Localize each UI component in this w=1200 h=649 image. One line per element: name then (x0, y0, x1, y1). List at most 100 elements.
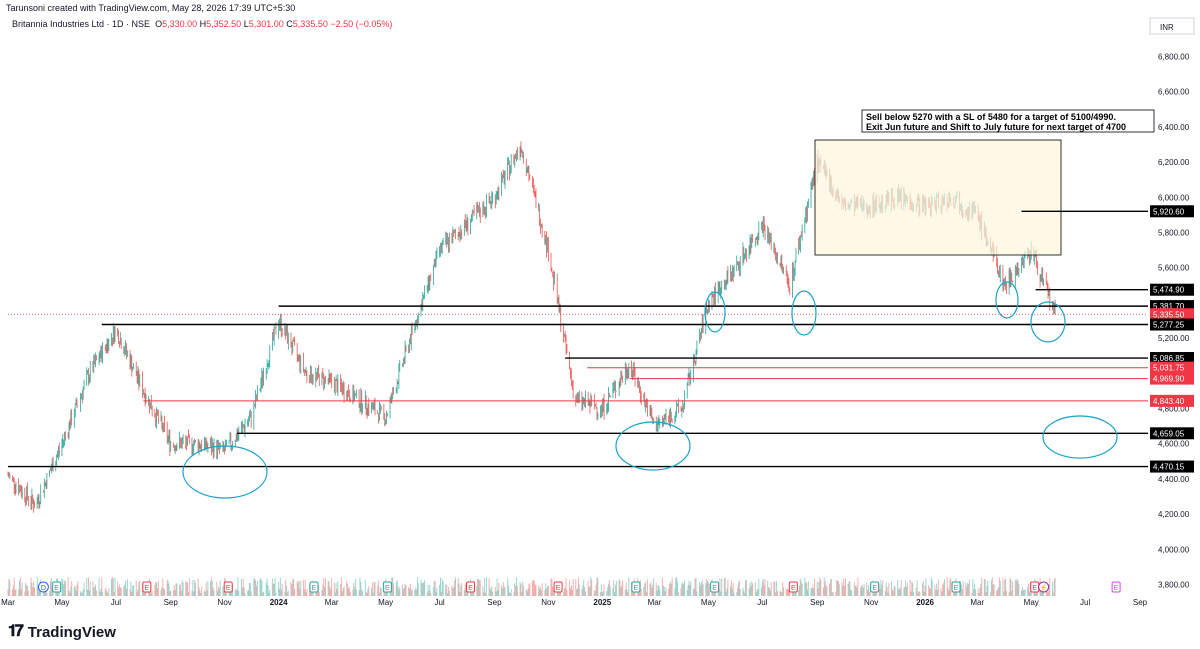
level-price-label: 5,474.90 (1153, 286, 1185, 295)
currency-box[interactable] (1149, 17, 1195, 35)
level-price-label: 5,031.75 (1153, 364, 1185, 373)
level-price-label: 5,335.50 (1153, 310, 1185, 319)
earnings-marker[interactable] (1111, 581, 1121, 593)
earnings-marker[interactable] (52, 581, 62, 593)
circle-annotation (704, 291, 726, 333)
circle-annotation (791, 290, 817, 336)
x-tick-label: Mar (970, 598, 984, 607)
earnings-marker[interactable] (631, 581, 641, 593)
level-price-tag (1150, 460, 1194, 473)
x-tick-label: May (701, 598, 716, 607)
open-label: O (155, 19, 163, 29)
event-marker-letter: E (872, 585, 877, 592)
x-tick-label: Nov (218, 598, 232, 607)
change-value: −2.50 (−0.05%) (330, 19, 393, 29)
level-price-tag (1150, 394, 1194, 407)
trade-note-line2: Exit Jun future and Shift to July future… (866, 122, 1126, 132)
low-value: 5,301.00 (248, 19, 284, 29)
x-tick-label: May (1024, 598, 1039, 607)
earnings-marker[interactable] (870, 581, 880, 593)
level-price-tag (1150, 372, 1194, 385)
circle-annotations (182, 281, 1118, 499)
event-marker-letter: E (468, 585, 473, 592)
tradingview-logo-text: TradingView (27, 623, 116, 641)
x-tick-label: Nov (864, 598, 878, 607)
earnings-marker[interactable] (553, 581, 563, 593)
y-tick-label: 4,800.00 (1158, 405, 1190, 414)
level-price-label: 4,843.40 (1153, 397, 1185, 406)
level-price-label: 5,086.85 (1153, 354, 1185, 363)
split-marker[interactable] (1038, 581, 1050, 593)
x-tick-label: Sep (164, 598, 179, 607)
time-axis[interactable]: Mar May Jul Sep Nov 2024 Mar May Jul Sep Nov 2025 Ma… (1, 598, 1148, 607)
x-tick-label: Jul (434, 598, 444, 607)
trade-note: Sell below 5270 with a SL of 5480 for a … (861, 109, 1155, 133)
x-tick-label: Mar (648, 598, 662, 607)
level-price-tag (1150, 352, 1194, 365)
y-tick-label: 4,000.00 (1158, 545, 1190, 554)
close-label: C (286, 19, 293, 29)
y-tick-label: 4,200.00 (1158, 510, 1190, 519)
circle-annotation (182, 445, 268, 499)
x-tick-label: Jul (1080, 598, 1090, 607)
y-tick-label: 6,200.00 (1158, 158, 1190, 167)
earnings-marker[interactable] (142, 581, 152, 593)
event-marker-letter: E (1032, 585, 1037, 592)
y-tick-label: 6,600.00 (1158, 88, 1190, 97)
x-tick-label: Sep (1133, 598, 1148, 607)
tradingview-logo[interactable]: 𝟏𝟕 TradingView (8, 623, 116, 641)
level-price-tag (1150, 205, 1194, 218)
x-tick-label: Nov (541, 598, 555, 607)
chart-credit: Tarunsoni created with TradingView.com, … (6, 3, 296, 13)
event-marker-letter: E (634, 585, 639, 592)
earnings-marker[interactable] (710, 581, 720, 593)
x-tick-label: 2026 (916, 598, 934, 607)
earnings-marker[interactable] (223, 581, 233, 593)
x-tick-label: Mar (1, 598, 15, 607)
event-marker-letter: E (556, 585, 561, 592)
event-marker-letter: E (145, 585, 150, 592)
open-value: 5,330.00 (162, 19, 198, 29)
high-label: H (199, 19, 207, 29)
circle-annotation (1042, 415, 1118, 459)
x-tick-label: May (378, 598, 393, 607)
x-tick-label: Jul (757, 598, 767, 607)
circle-annotation (1030, 301, 1066, 343)
earnings-marker[interactable] (466, 581, 476, 593)
currency-label: INR (1160, 23, 1174, 32)
price-axis[interactable]: INR 3,800.00 4,000.00 4,200.00 4,400.00 4,60… (1149, 17, 1195, 590)
level-price-tag (1150, 318, 1194, 331)
earnings-marker[interactable] (309, 581, 319, 593)
y-tick-label: 5,600.00 (1158, 264, 1190, 273)
circle-annotation (995, 281, 1019, 319)
level-price-label: 4,659.05 (1153, 429, 1185, 438)
level-price-label: 5,381.70 (1153, 302, 1185, 311)
low-label: L (243, 19, 249, 29)
y-tick-label: 6,800.00 (1158, 53, 1190, 62)
x-tick-label: Mar (325, 598, 339, 607)
x-tick-label: 2024 (270, 598, 288, 607)
x-tick-label: Sep (487, 598, 502, 607)
circle-annotation (615, 421, 691, 471)
earnings-marker[interactable] (382, 581, 392, 593)
event-marker-letter: E (226, 585, 231, 592)
event-marker-letter: ⚡ (1039, 583, 1048, 592)
event-marker-letter: E (712, 585, 717, 592)
dividend-marker[interactable] (37, 581, 49, 593)
y-tick-label: 5,200.00 (1158, 334, 1190, 343)
event-marker-letter: E (954, 585, 959, 592)
earnings-marker[interactable] (951, 581, 961, 593)
volume-bars (7, 577, 1056, 596)
event-marker-letter: D (41, 585, 46, 592)
range-box-layer (814, 139, 1062, 256)
event-markers[interactable]: D E E E E E E E E E E E E E ⚡ E (37, 581, 1121, 593)
symbol-legend[interactable]: Britannia Industries Ltd · 1D · NSE O5,3… (12, 19, 392, 29)
event-marker-letter: E (312, 585, 317, 592)
y-tick-label: 3,800.00 (1158, 581, 1190, 590)
earnings-marker[interactable] (788, 581, 798, 593)
level-price-tag (1150, 361, 1194, 374)
range-box (814, 139, 1062, 256)
level-price-label: 4,470.15 (1153, 463, 1185, 472)
tradingview-logo-icon: 𝟏𝟕 (8, 623, 24, 640)
